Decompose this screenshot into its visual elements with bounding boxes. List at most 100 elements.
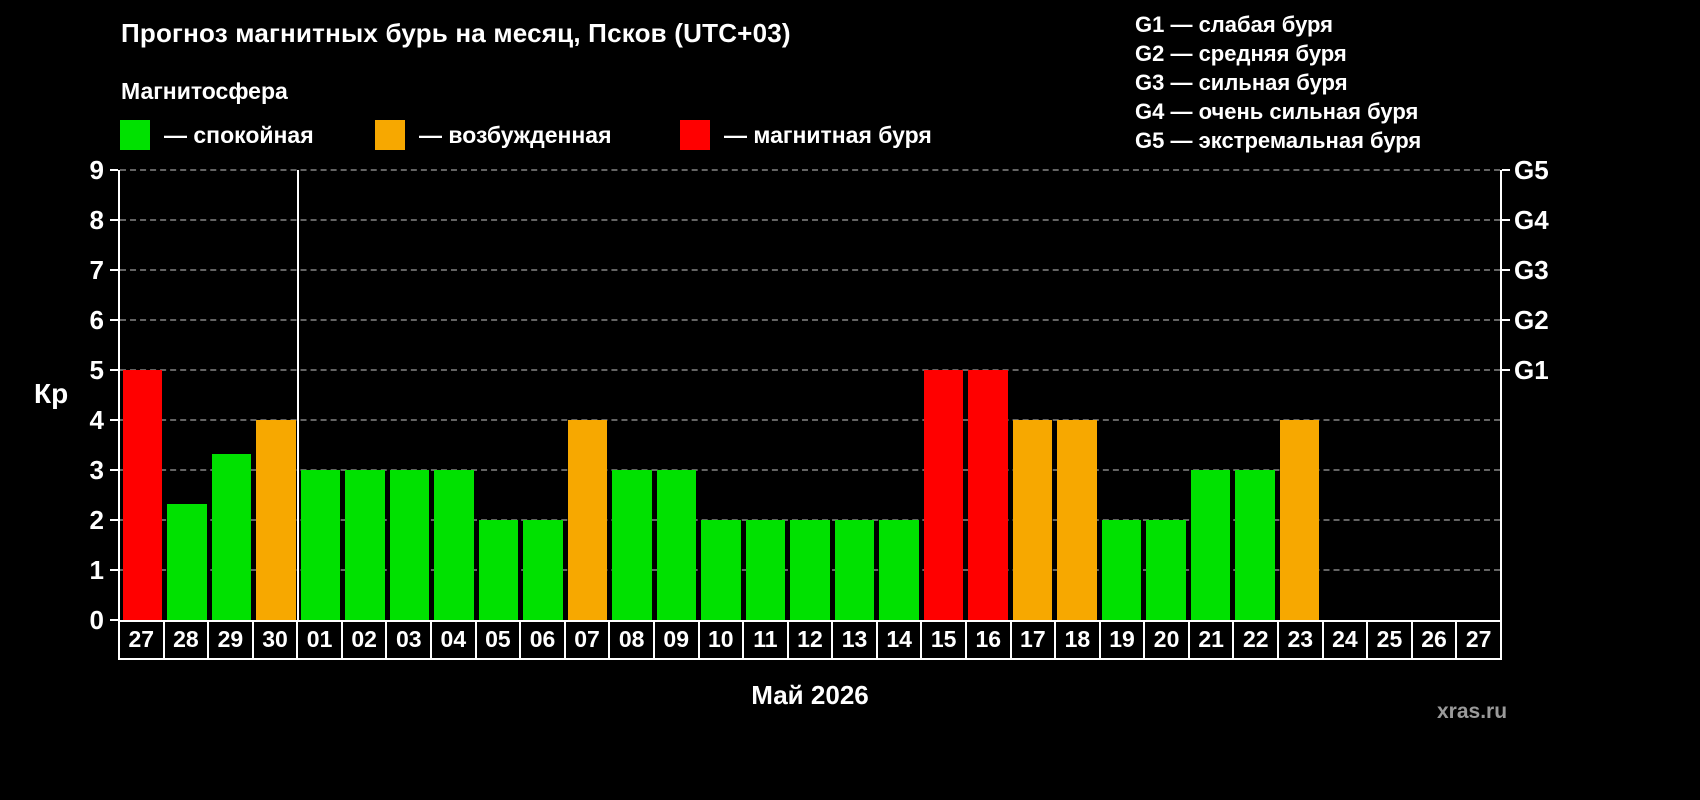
x-tick-day-12-15: 12: [789, 622, 834, 658]
x-tick-day-28-1: 28: [165, 622, 210, 658]
bar-day-29-kp-3.33: [211, 453, 252, 620]
bar-day-14-kp-2: [879, 520, 919, 620]
storm-swatch-icon: [680, 120, 710, 150]
right-axis-label-g2: G2: [1514, 305, 1549, 335]
x-tick-day-15-18: 15: [922, 622, 967, 658]
left-tick-kp-7: [110, 269, 118, 271]
right-tick-g4: [1502, 219, 1510, 221]
bar-day-15-kp-5: [923, 370, 964, 620]
x-tick-day-11-14: 11: [744, 622, 789, 658]
x-tick-day-14-17: 14: [878, 622, 923, 658]
gridline-kp-7: [120, 269, 1500, 271]
x-tick-day-23-26: 23: [1279, 622, 1324, 658]
legend-item-quiet-label: — спокойная: [164, 121, 314, 148]
right-tick-g5: [1502, 169, 1510, 171]
bar-day-09-kp-3: [656, 470, 697, 620]
excited-swatch-icon: [375, 120, 405, 150]
x-axis-label: Май 2026: [751, 680, 869, 710]
x-tick-day-29-2: 29: [209, 622, 254, 658]
y-tick-label-8: 8: [89, 205, 104, 235]
x-tick-day-17-20: 17: [1012, 622, 1057, 658]
x-tick-day-18-21: 18: [1056, 622, 1101, 658]
y-tick-label-6: 6: [89, 305, 104, 335]
bar-day-17-kp-4: [1012, 420, 1053, 620]
bar-day-28-kp-2.33: [167, 503, 207, 620]
bar-day-12-kp-2: [790, 520, 830, 620]
y-tick-label-5: 5: [89, 355, 104, 385]
chart-title: Прогноз магнитных бурь на месяц, Псков (…: [121, 18, 791, 48]
y-tick-label-1: 1: [89, 555, 104, 585]
x-tick-day-27-30: 27: [1465, 626, 1492, 652]
left-tick-kp-4: [110, 419, 118, 421]
g5-legend-line: G5 — экстремальная буря: [1135, 128, 1422, 153]
y-tick-label-2: 2: [89, 505, 104, 535]
gridline-kp-3: [120, 469, 1500, 471]
x-tick-day-25-28: 25: [1368, 622, 1413, 658]
gridline-kp-9: [120, 169, 1500, 171]
legend-item-excited: — возбужденная: [375, 120, 612, 150]
x-tick-day-30-3: 30: [254, 622, 299, 658]
quiet-swatch-icon: [120, 120, 150, 150]
x-tick-day-01-4: 01: [298, 622, 343, 658]
legend-item-quiet: — спокойная: [120, 120, 314, 150]
x-tick-day-21-24: 21: [1190, 622, 1235, 658]
x-tick-day-26-29: 26: [1413, 622, 1458, 658]
bar-day-05-kp-2: [478, 520, 519, 620]
y-tick-label-0: 0: [89, 605, 104, 635]
left-tick-kp-1: [110, 569, 118, 571]
x-tick-day-16-19: 16: [967, 622, 1012, 658]
g-scale-legend: G1 — слабая буря G2 — средняя буря G3 — …: [1135, 10, 1421, 155]
watermark: xras.ru: [1437, 700, 1508, 723]
left-tick-kp-0: [110, 619, 118, 621]
g4-legend-line: G4 — очень сильная буря: [1135, 99, 1419, 124]
y-tick-label-4: 4: [89, 405, 104, 435]
bar-day-13-kp-2: [834, 520, 875, 620]
x-tick-day-07-10: 07: [566, 622, 611, 658]
right-tick-g3: [1502, 269, 1510, 271]
left-tick-kp-5: [110, 369, 118, 371]
gridline-kp-4: [120, 419, 1500, 421]
bar-day-06-kp-2: [523, 520, 563, 620]
bar-day-23-kp-4: [1279, 420, 1320, 620]
month-boundary-line: [297, 170, 300, 620]
g1-legend-line: G1 — слабая буря: [1135, 12, 1334, 37]
bar-day-19-kp-2: [1101, 520, 1142, 620]
bar-day-10-kp-2: [701, 520, 741, 620]
x-tick-day-06-9: 06: [521, 622, 566, 658]
x-tick-day-03-6: 03: [387, 622, 433, 658]
gridline-kp-8: [120, 219, 1500, 221]
left-tick-kp-3: [110, 469, 118, 471]
bar-day-18-kp-4: [1057, 420, 1097, 620]
bar-day-30-kp-4: [256, 420, 296, 620]
legend-heading: Магнитосфера: [121, 78, 288, 104]
bar-day-02-kp-3: [345, 470, 385, 620]
bar-day-20-kp-2: [1146, 520, 1186, 620]
x-tick-day-22-25: 22: [1234, 622, 1280, 658]
x-tick-day-05-8: 05: [477, 622, 522, 658]
y-axis-tick-labels: 0 1 2 3 4 5 6 7 8 9: [50, 155, 110, 635]
left-tick-kp-8: [110, 219, 118, 221]
g3-legend-line: G3 — сильная буря: [1135, 70, 1348, 95]
left-tick-kp-2: [110, 519, 118, 521]
gridline-kp-5: [120, 369, 1500, 371]
x-tick-day-09-12: 09: [655, 622, 700, 658]
right-axis-label-g4: G4: [1514, 205, 1549, 235]
bar-day-01-kp-3: [300, 470, 341, 620]
x-tick-day-02-5: 02: [343, 622, 388, 658]
x-axis-day-row: 27 28 29 30 01 02 03 04 05 06 07 08 09 10 11 12 13 14 15 16…: [118, 620, 1502, 660]
right-axis-label-g3: G3: [1514, 255, 1549, 285]
bar-day-22-kp-3: [1235, 470, 1275, 620]
right-axis-line: [1500, 170, 1502, 622]
right-tick-g1: [1502, 369, 1510, 371]
x-tick-day-08-11: 08: [610, 622, 655, 658]
x-tick-day-27-0: 27: [120, 622, 165, 658]
bar-day-07-kp-4: [567, 420, 608, 620]
legend-item-storm: — магнитная буря: [680, 120, 932, 150]
bar-day-11-kp-2: [745, 520, 786, 620]
x-tick-day-13-16: 13: [833, 622, 878, 658]
bar-day-21-kp-3: [1190, 470, 1231, 620]
bar-day-03-kp-3: [389, 470, 430, 620]
left-tick-kp-9: [110, 169, 118, 171]
right-axis-label-g5: G5: [1514, 155, 1549, 185]
x-tick-day-20-23: 20: [1145, 622, 1190, 658]
